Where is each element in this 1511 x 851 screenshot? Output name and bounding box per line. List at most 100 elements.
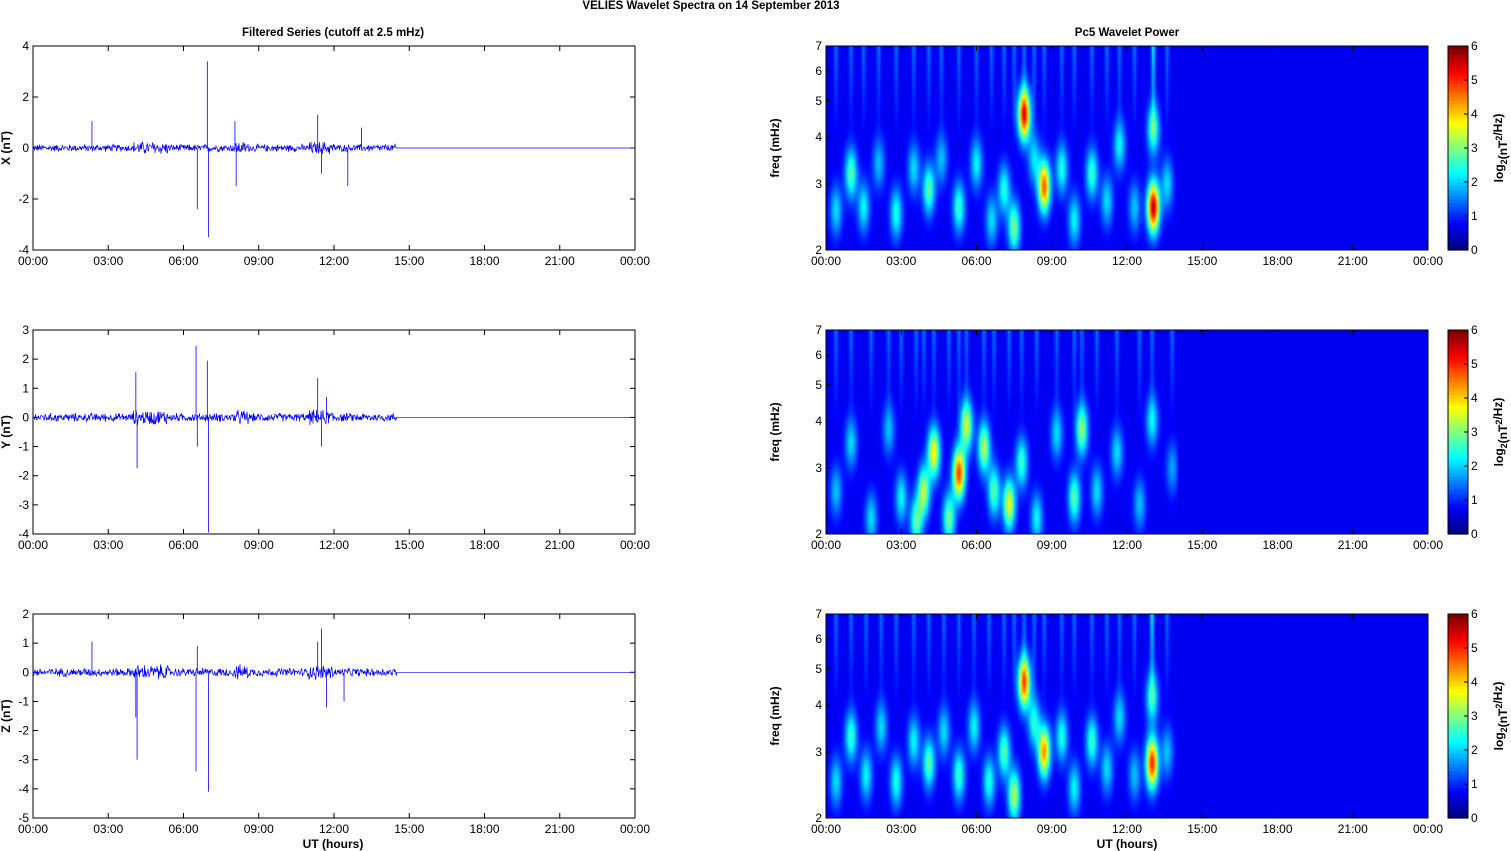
freq-tick-label: 3	[815, 745, 822, 759]
colorbar-segment	[1448, 780, 1468, 785]
colorbar-tick-label: 2	[1471, 175, 1478, 189]
series-x-tick-label: 09:00	[244, 822, 274, 836]
spectrum-x-tick-label: 00:00	[811, 538, 841, 552]
spectrum-x-tick-label: 12:00	[1112, 254, 1142, 268]
colorbar-segment	[1448, 760, 1468, 765]
colorbar-segment	[1448, 483, 1468, 487]
series-x-tick-label: 06:00	[168, 254, 198, 268]
colorbar-segment	[1448, 69, 1468, 74]
colorbar-segment	[1448, 124, 1468, 129]
colorbar-tick-label: 6	[1471, 323, 1478, 337]
colorbar-segment	[1448, 364, 1468, 368]
colorbar-segment	[1448, 103, 1468, 108]
colorbar-segment	[1448, 624, 1468, 629]
colorbar-tick-label: 5	[1471, 73, 1478, 87]
colorbar-segment	[1448, 229, 1468, 234]
colorbar-segment	[1448, 716, 1468, 720]
freq-tick-label: 5	[815, 378, 822, 392]
series-x-tick-label: 21:00	[545, 538, 575, 552]
colorbar-segment	[1448, 226, 1468, 231]
colorbar-segment	[1448, 195, 1468, 200]
y-tick-label: -3	[18, 498, 29, 512]
colorbar-segment	[1448, 682, 1468, 686]
colorbar-segment	[1448, 500, 1468, 504]
colorbar-segment	[1448, 773, 1468, 778]
freq-tick-label: 2	[815, 527, 822, 541]
series-x-tick-label: 12:00	[319, 538, 349, 552]
freq-tick-label: 3	[815, 177, 822, 191]
colorbar-segment	[1448, 233, 1468, 237]
colorbar-label-part: log	[1492, 448, 1506, 466]
colorbar-segment	[1448, 202, 1468, 207]
freq-tick-label: 2	[815, 243, 822, 257]
colorbar-segment	[1448, 93, 1468, 98]
figure-title: VELIES Wavelet Spectra on 14 September 2…	[582, 0, 839, 12]
colorbar-segment	[1448, 408, 1468, 413]
colorbar-segment	[1448, 73, 1468, 78]
y-tick-label: -2	[18, 469, 29, 483]
colorbar-segment	[1448, 56, 1468, 61]
colorbar-segment	[1448, 503, 1468, 508]
colorbar-segment	[1448, 343, 1468, 348]
colorbar-label-part: 2	[1499, 443, 1509, 448]
colorbar-segment	[1448, 435, 1468, 440]
series-panel-x: 420-2-400:00 03:00 06:00 09:00 12:00 15:00 18:…	[0, 39, 650, 268]
series-x-tick-label: 18:00	[469, 254, 499, 268]
colorbar-segment	[1448, 510, 1468, 515]
colorbar-segment	[1448, 736, 1468, 741]
spectrum-x-tick-label: 00:00	[811, 254, 841, 268]
colorbar-label: log2(nT2/Hz)	[1491, 682, 1510, 751]
colorbar-segment	[1448, 784, 1468, 788]
colorbar-tick-label: 3	[1471, 425, 1478, 439]
series-panel-z: 210-1-2-3-4-500:00 03:00 06:00 09:00 12:00 15…	[0, 607, 650, 836]
wavelet-power-image	[826, 46, 1428, 250]
colorbar-segment	[1448, 527, 1468, 532]
colorbar-segment	[1448, 699, 1468, 703]
colorbar-segment	[1448, 631, 1468, 635]
colorbar-segment	[1448, 719, 1468, 724]
spectrum-x-tick-label: 15:00	[1187, 254, 1217, 268]
left-xlabel: UT (hours)	[303, 837, 364, 851]
colorbar-tick-label: 5	[1471, 357, 1478, 371]
colorbar-segment	[1448, 654, 1468, 659]
colorbar-label-part: 2	[1494, 704, 1504, 709]
colorbar-segment	[1448, 114, 1468, 118]
colorbar-segment	[1448, 462, 1468, 467]
colorbar-tick-label: 4	[1471, 675, 1478, 689]
colorbar-segment	[1448, 353, 1468, 358]
colorbar-segment	[1448, 175, 1468, 180]
colorbar-segment	[1448, 212, 1468, 217]
series-x-tick-label: 15:00	[394, 538, 424, 552]
colorbar-segment	[1448, 336, 1468, 341]
colorbar-segment	[1448, 493, 1468, 498]
spectrum-x-tick-label: 06:00	[961, 822, 991, 836]
left-column-title: Filtered Series (cutoff at 2.5 mHz)	[242, 27, 424, 39]
colorbar-segment	[1448, 66, 1468, 71]
colorbar-segment	[1448, 469, 1468, 474]
freq-tick-label: 6	[815, 64, 822, 78]
colorbar-segment	[1448, 374, 1468, 379]
y-tick-label: 0	[22, 141, 29, 155]
colorbar-segment	[1448, 86, 1468, 91]
colorbar-segment	[1448, 340, 1468, 345]
colorbar-segment	[1448, 637, 1468, 642]
wavelet-power-image	[826, 614, 1428, 818]
colorbar-segment	[1448, 120, 1468, 125]
colorbar-segment	[1448, 110, 1468, 115]
colorbar-segment	[1448, 675, 1468, 680]
colorbar-segment	[1448, 404, 1468, 409]
colorbar-segment	[1448, 347, 1468, 351]
y-tick-label: 1	[22, 381, 29, 395]
spectrum-x-tick-label: 18:00	[1262, 822, 1292, 836]
colorbar-segment	[1448, 158, 1468, 163]
colorbar-segment	[1448, 350, 1468, 355]
freq-tick-label: 7	[815, 39, 822, 53]
wavelet-power-image	[826, 330, 1428, 534]
colorbar-segment	[1448, 801, 1468, 805]
colorbar-tick-label: 2	[1471, 459, 1478, 473]
colorbar-segment	[1448, 763, 1468, 768]
colorbar-segment	[1448, 794, 1468, 799]
colorbar-segment	[1448, 767, 1468, 771]
colorbar-segment	[1448, 787, 1468, 792]
